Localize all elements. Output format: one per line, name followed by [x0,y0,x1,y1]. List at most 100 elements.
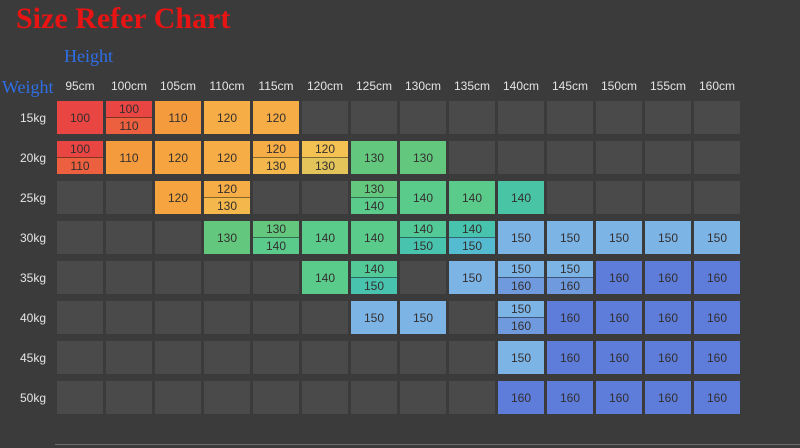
empty-cell-25kg-115cm [253,181,299,214]
empty-cell-40kg-110cm [204,301,250,334]
size-value-top: 100 [106,101,152,117]
empty-cell-20kg-135cm [449,141,495,174]
empty-cell-30kg-105cm [155,221,201,254]
empty-cell-45kg-120cm [302,341,348,374]
empty-cell-25kg-150cm [596,181,642,214]
col-header-110cm: 110cm [209,79,245,93]
size-cell-35kg-160cm: 160 [694,261,740,294]
size-cell-45kg-150cm: 160 [596,341,642,374]
empty-cell-15kg-160cm [694,101,740,134]
size-value-top: 150 [498,301,544,317]
size-value-top: 140 [400,221,446,237]
size-cell-30kg-130cm: 140 150 [400,221,446,254]
col-header-120cm: 120cm [306,79,344,93]
size-cell-20kg-110cm: 120 [204,141,250,174]
bottom-divider [55,444,800,445]
empty-cell-50kg-125cm [351,381,397,414]
size-value-bottom: 110 [57,157,103,174]
size-cell-30kg-135cm: 140 150 [449,221,495,254]
row-header-25kg: 25kg [19,190,46,205]
col-header-150cm: 150cm [600,79,638,93]
size-cell-25kg-125cm: 130 140 [351,181,397,214]
empty-cell-15kg-120cm [302,101,348,134]
empty-cell-45kg-105cm [155,341,201,374]
col-header-145cm: 145cm [551,79,589,93]
size-cell-20kg-105cm: 120 [155,141,201,174]
empty-cell-45kg-95cm [57,341,103,374]
col-header-155cm: 155cm [649,79,687,93]
size-cell-20kg-95cm: 100 110 [57,141,103,174]
size-cell-45kg-160cm: 160 [694,341,740,374]
empty-cell-40kg-120cm [302,301,348,334]
empty-cell-15kg-145cm [547,101,593,134]
size-value-top: 100 [57,141,103,157]
size-value-top: 120 [302,141,348,157]
size-cell-20kg-130cm: 130 [400,141,446,174]
col-header-130cm: 130cm [404,79,442,93]
size-cell-35kg-155cm: 160 [645,261,691,294]
size-cell-40kg-155cm: 160 [645,301,691,334]
size-value-top: 140 [351,261,397,277]
empty-cell-30kg-95cm [57,221,103,254]
size-value-bottom: 160 [498,317,544,334]
empty-cell-20kg-140cm [498,141,544,174]
row-header-50kg: 50kg [19,390,46,405]
size-cell-15kg-105cm: 110 [155,101,201,134]
size-value-top: 150 [498,261,544,277]
size-cell-30kg-160cm: 150 [694,221,740,254]
empty-cell-20kg-155cm [645,141,691,174]
col-header-135cm: 135cm [453,79,491,93]
empty-cell-45kg-125cm [351,341,397,374]
col-header-95cm: 95cm [65,79,95,93]
size-cell-25kg-105cm: 120 [155,181,201,214]
empty-cell-25kg-95cm [57,181,103,214]
size-cell-40kg-125cm: 150 [351,301,397,334]
empty-cell-50kg-95cm [57,381,103,414]
row-header-45kg: 45kg [19,350,46,365]
empty-cell-15kg-135cm [449,101,495,134]
size-cell-30kg-140cm: 150 [498,221,544,254]
empty-cell-25kg-155cm [645,181,691,214]
size-cell-15kg-95cm: 100 [57,101,103,134]
size-cell-35kg-150cm: 160 [596,261,642,294]
size-value-top: 140 [449,221,495,237]
size-cell-15kg-100cm: 100 110 [106,101,152,134]
row-header-15kg: 15kg [19,110,46,125]
empty-cell-45kg-100cm [106,341,152,374]
row-header-20kg: 20kg [19,150,46,165]
size-cell-40kg-160cm: 160 [694,301,740,334]
empty-cell-35kg-100cm [106,261,152,294]
empty-cell-50kg-120cm [302,381,348,414]
size-value-bottom: 160 [547,277,593,294]
size-value-bottom: 110 [106,117,152,134]
col-header-115cm: 115cm [258,79,294,93]
empty-cell-20kg-150cm [596,141,642,174]
empty-cell-50kg-110cm [204,381,250,414]
size-cell-30kg-125cm: 140 [351,221,397,254]
empty-cell-45kg-115cm [253,341,299,374]
size-cell-30kg-110cm: 130 [204,221,250,254]
size-cell-20kg-100cm: 110 [106,141,152,174]
grid-corner [8,78,54,94]
empty-cell-50kg-100cm [106,381,152,414]
empty-cell-25kg-120cm [302,181,348,214]
empty-cell-40kg-115cm [253,301,299,334]
size-cell-50kg-140cm: 160 [498,381,544,414]
size-value-bottom: 150 [449,237,495,254]
size-cell-30kg-155cm: 150 [645,221,691,254]
size-value-bottom: 130 [302,157,348,174]
empty-cell-45kg-110cm [204,341,250,374]
size-cell-40kg-140cm: 150 160 [498,301,544,334]
size-cell-25kg-135cm: 140 [449,181,495,214]
size-value-bottom: 130 [204,197,250,214]
size-value-bottom: 140 [253,237,299,254]
page-title: Size Refer Chart [16,2,231,35]
size-cell-40kg-150cm: 160 [596,301,642,334]
size-cell-50kg-160cm: 160 [694,381,740,414]
empty-cell-40kg-135cm [449,301,495,334]
size-grid: 95cm 100cm 105cm 110cm 115cm 120cm 125cm 130cm 1… [8,78,740,414]
size-cell-35kg-120cm: 140 [302,261,348,294]
size-value-top: 130 [351,181,397,197]
empty-cell-35kg-95cm [57,261,103,294]
size-cell-35kg-135cm: 150 [449,261,495,294]
